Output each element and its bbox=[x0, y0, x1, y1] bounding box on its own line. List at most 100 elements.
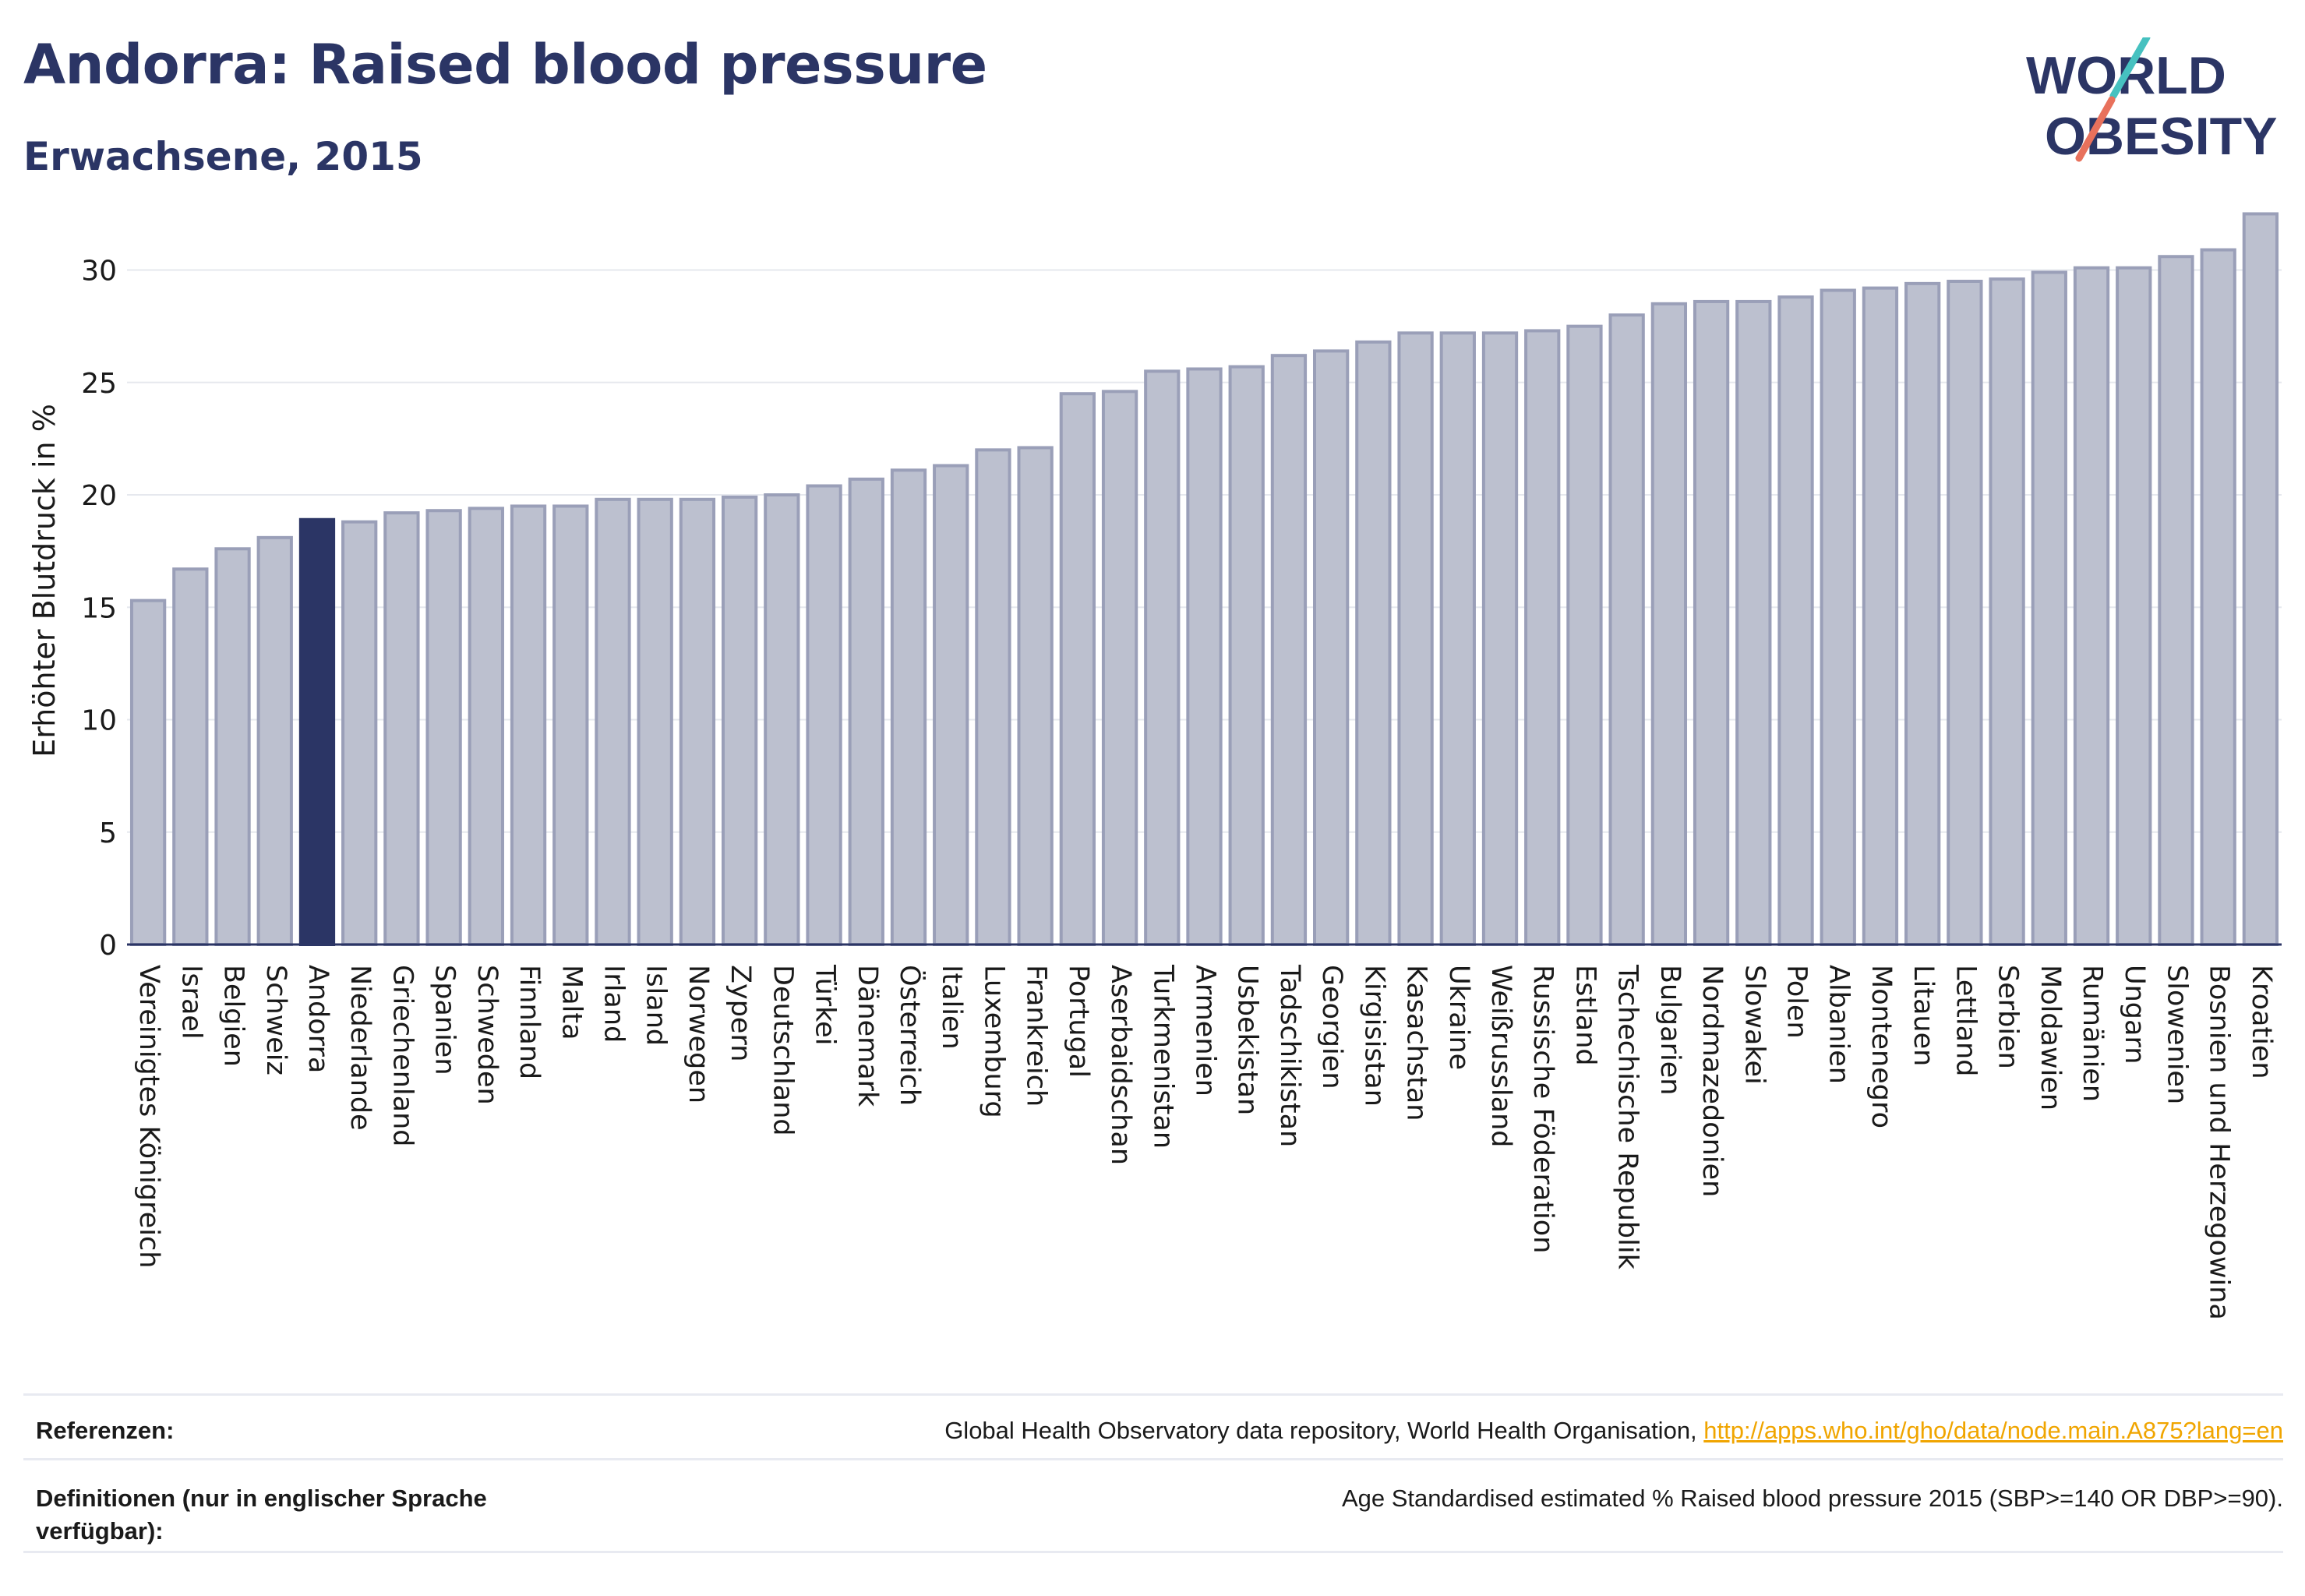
bar-andorra bbox=[298, 517, 336, 946]
logo-slash-teal bbox=[2109, 37, 2151, 100]
bars bbox=[129, 212, 2279, 947]
x-tick-label: Albanien bbox=[1823, 965, 1855, 1084]
references-label: Referenzen: bbox=[36, 1417, 175, 1444]
y-tick-label: 15 bbox=[81, 592, 117, 624]
bar-ungarn bbox=[2116, 266, 2152, 947]
x-tick-label: Rumänien bbox=[2077, 965, 2108, 1102]
bar-aserbaidschan bbox=[1101, 390, 1138, 946]
bar-ukraine bbox=[1439, 331, 1476, 946]
bar-israel bbox=[172, 567, 209, 946]
x-tick-label: Tschechische Republik bbox=[1612, 964, 1643, 1270]
x-tick-label: Litauen bbox=[1908, 965, 1939, 1066]
y-tick-label: 0 bbox=[99, 930, 117, 962]
y-axis-label: Erhöhter Blutdruck in % bbox=[27, 404, 62, 757]
x-tick-label: Zypern bbox=[725, 965, 756, 1061]
bar-irland bbox=[595, 497, 631, 946]
x-tick-label: Kasachstan bbox=[1401, 965, 1432, 1121]
x-tick-label: Polen bbox=[1781, 965, 1813, 1039]
y-tick-label: 5 bbox=[99, 817, 117, 849]
bar-malta bbox=[552, 504, 589, 946]
y-tick-labels: 0 5 10 15 20 25 30 bbox=[81, 256, 117, 962]
x-tick-label: Ukraine bbox=[1443, 965, 1474, 1070]
bar-portugal bbox=[1059, 392, 1096, 947]
bar-estland bbox=[1566, 324, 1603, 946]
bar-spanien bbox=[425, 509, 462, 946]
bar-polen bbox=[1777, 295, 1814, 946]
x-tick-label: Armenien bbox=[1190, 965, 1221, 1096]
x-tick-label: Türkei bbox=[810, 964, 841, 1045]
bar-zypern bbox=[721, 495, 758, 946]
x-tick-label: Slowenien bbox=[2161, 965, 2192, 1104]
bar-albanien bbox=[1820, 288, 1856, 946]
x-tick-label: Niederlande bbox=[344, 965, 376, 1131]
x-tick-label: Serbien bbox=[1993, 965, 2024, 1069]
x-tick-label: Georgien bbox=[1316, 965, 1347, 1089]
definitions-row: Definitionen (nur in englischer Sprache … bbox=[23, 1458, 2283, 1553]
bar-moldawien bbox=[2031, 270, 2067, 946]
bar-turkmenistan bbox=[1144, 369, 1181, 946]
bar-usbekistan bbox=[1228, 365, 1265, 946]
y-tick-label: 30 bbox=[81, 256, 117, 288]
bar-norwegen bbox=[679, 497, 716, 946]
x-tick-label: Estland bbox=[1569, 965, 1601, 1066]
x-tick-label: Malta bbox=[556, 965, 587, 1040]
bar-lettland bbox=[1947, 279, 1983, 946]
bar-litauen bbox=[1904, 281, 1941, 946]
bar-montenegro bbox=[1862, 286, 1899, 946]
x-tick-label: Norwegen bbox=[683, 965, 714, 1103]
x-tick-label: Irland bbox=[598, 965, 629, 1043]
x-tick-label: Frankreich bbox=[1021, 965, 1052, 1107]
chart-subtitle: Erwachsene, 2015 bbox=[23, 134, 423, 179]
chart-title: Andorra: Raised blood pressure bbox=[23, 33, 987, 97]
x-tick-label: Moldawien bbox=[2035, 965, 2066, 1110]
bar-bulgarien bbox=[1650, 302, 1688, 946]
references-link[interactable]: http://apps.who.int/gho/data/node.main.A… bbox=[1703, 1417, 2283, 1444]
bar-kirgisistan bbox=[1355, 340, 1392, 946]
x-tick-label: Belgien bbox=[218, 965, 249, 1067]
definitions-label: Definitionen (nur in englischer Sprache … bbox=[36, 1485, 487, 1545]
y-tick-label: 25 bbox=[81, 368, 117, 400]
x-tick-label: Luxemburg bbox=[978, 965, 1009, 1118]
bar-dänemark bbox=[848, 477, 884, 946]
bar-deutschland bbox=[764, 493, 800, 946]
x-tick-label: Nordmazedonien bbox=[1696, 965, 1728, 1197]
references-value: Global Health Observatory data repositor… bbox=[944, 1414, 2283, 1447]
references-text: Global Health Observatory data repositor… bbox=[944, 1417, 1704, 1444]
y-tick-label: 10 bbox=[81, 705, 117, 737]
bar-kasachstan bbox=[1397, 331, 1434, 946]
definitions-value: Age Standardised estimated % Raised bloo… bbox=[1341, 1485, 2283, 1512]
x-tick-label: Aserbaidschan bbox=[1105, 965, 1136, 1165]
x-tick-label: Kroatien bbox=[2246, 965, 2277, 1079]
logo-slash-coral bbox=[2075, 96, 2116, 162]
x-tick-label: Deutschland bbox=[767, 965, 798, 1136]
bar-nordmazedonien bbox=[1693, 299, 1730, 946]
bar-luxemburg bbox=[975, 448, 1011, 946]
x-tick-label: Andorra bbox=[302, 965, 334, 1073]
x-tick-label: Israel bbox=[175, 965, 206, 1040]
x-tick-label: Russische Föderation bbox=[1527, 965, 1558, 1253]
x-tick-label: Turkmenistan bbox=[1147, 964, 1178, 1149]
bar-türkei bbox=[806, 484, 842, 946]
bar-rumänien bbox=[2073, 266, 2110, 947]
x-tick-label: Österreich bbox=[894, 965, 927, 1106]
bar-kroatien bbox=[2242, 212, 2279, 946]
x-tick-label: Italien bbox=[936, 965, 967, 1050]
bar-bosnien-und-herzegowina bbox=[2200, 248, 2236, 946]
x-tick-label: Finnland bbox=[514, 965, 545, 1079]
bar-vereinigtes-königreich bbox=[129, 598, 167, 946]
bar-georgien bbox=[1313, 349, 1350, 946]
x-tick-label: Bulgarien bbox=[1654, 965, 1686, 1095]
x-tick-label: Usbekistan bbox=[1232, 965, 1263, 1115]
x-tick-label: Schweiz bbox=[260, 965, 291, 1075]
bar-belgien bbox=[214, 547, 251, 946]
bar-österreich bbox=[890, 468, 927, 946]
x-tick-label: Dänemark bbox=[852, 965, 883, 1107]
x-tick-label: Island bbox=[641, 965, 672, 1046]
x-tick-label: Bosnien und Herzegowina bbox=[2204, 965, 2235, 1320]
x-tick-label: Portugal bbox=[1063, 965, 1094, 1078]
bar-chart: 0 5 10 15 20 25 30 Vereinigtes Königreich Israe… bbox=[27, 212, 2282, 1320]
bar-griechenland bbox=[383, 511, 420, 946]
bar-finnland bbox=[510, 504, 547, 946]
bar-russische-föderation bbox=[1524, 329, 1561, 947]
bar-serbien bbox=[1989, 277, 2025, 946]
